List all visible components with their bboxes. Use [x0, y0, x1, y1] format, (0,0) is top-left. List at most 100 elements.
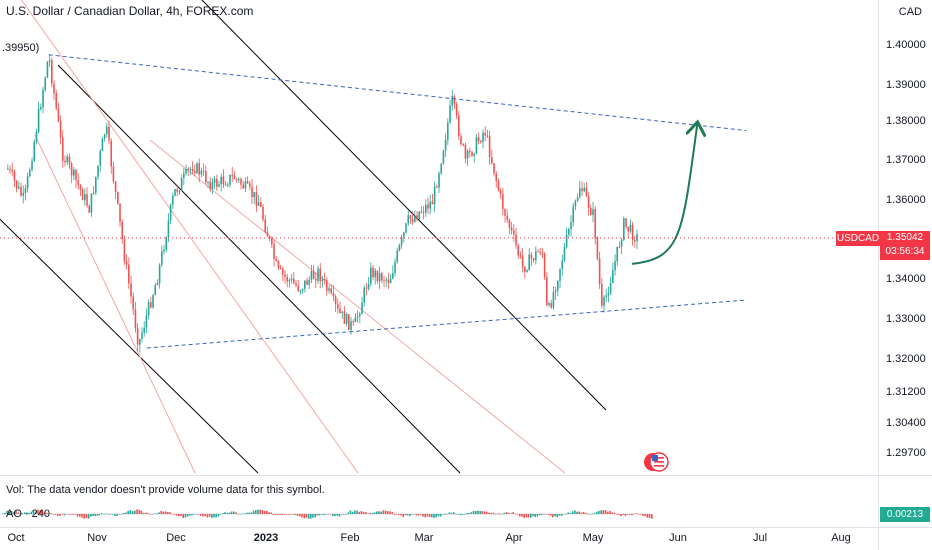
- ao-bar: [349, 510, 352, 514]
- ao-bar: [61, 514, 63, 515]
- ao-bar: [226, 512, 228, 514]
- candle-body: [198, 163, 201, 175]
- ao-bar: [292, 514, 294, 515]
- price-tick-label: 1.29700: [886, 447, 926, 459]
- descending-resistance-line[interactable]: [48, 54, 747, 132]
- ao-bar: [175, 514, 178, 516]
- channel-line-middle[interactable]: [57, 64, 461, 474]
- ao-bar: [343, 514, 345, 515]
- us-canada-flag-icon[interactable]: [643, 452, 669, 472]
- candle-body: [517, 245, 520, 256]
- projected-move-arrow[interactable]: [631, 124, 697, 265]
- ao-bar: [193, 514, 195, 515]
- time-tick-label: Feb: [340, 532, 360, 544]
- ao-bar: [635, 513, 638, 514]
- candle-body: [539, 251, 542, 254]
- ao-indicator-label[interactable]: AO · 240: [6, 508, 51, 520]
- ao-bar: [10, 510, 13, 514]
- candle-body: [114, 181, 117, 192]
- ao-bar: [593, 513, 596, 514]
- ao-bar: [402, 514, 404, 517]
- ao-bar: [237, 513, 239, 515]
- candle-body: [200, 170, 203, 175]
- candle-body: [453, 96, 456, 105]
- candle-body: [400, 236, 403, 245]
- candle-body: [585, 187, 588, 197]
- ao-bar: [497, 513, 499, 514]
- ao-bar: [173, 514, 176, 515]
- candle-body: [35, 131, 38, 142]
- ao-bar: [37, 509, 39, 514]
- candle-body: [363, 287, 366, 303]
- price-tick-label: 1.32000: [886, 353, 926, 365]
- ao-bar: [263, 510, 266, 514]
- ao-bar: [233, 511, 235, 514]
- candle-body: [130, 283, 132, 297]
- candle-body: [156, 283, 159, 286]
- candle-body: [167, 220, 170, 238]
- ao-bar: [96, 514, 99, 516]
- candle-body: [11, 169, 14, 172]
- ao-bar: [591, 513, 594, 515]
- ao-bar: [6, 510, 8, 514]
- ao-bar: [288, 513, 290, 515]
- candle-body: [59, 121, 62, 138]
- candle-body: [196, 163, 198, 174]
- ao-bar: [525, 514, 528, 518]
- ao-bar: [556, 514, 558, 518]
- ao-bar: [186, 514, 189, 517]
- price-tick-label: 1.36000: [886, 194, 926, 206]
- candle-body: [64, 160, 66, 163]
- candle-body: [546, 277, 548, 306]
- candle-body: [103, 134, 106, 139]
- ao-bar: [574, 510, 576, 514]
- candle-body: [418, 211, 421, 220]
- candle-body: [354, 317, 357, 322]
- candle-body: [614, 261, 616, 271]
- ao-bar: [87, 514, 90, 519]
- candle-body: [174, 189, 176, 196]
- channel-line-lower[interactable]: [0, 180, 259, 474]
- ao-bar: [400, 514, 402, 516]
- ao-bar: [604, 510, 607, 514]
- ascending-support-line[interactable]: [146, 299, 747, 349]
- ao-bar: [109, 514, 112, 515]
- candle-body: [213, 178, 216, 183]
- ao-bar: [167, 511, 169, 514]
- candle-body: [141, 332, 143, 339]
- ao-bar: [483, 511, 486, 514]
- ao-bar: [424, 514, 426, 518]
- candle-body: [392, 273, 394, 279]
- candle-body: [125, 261, 128, 265]
- candle-body: [570, 222, 572, 230]
- ao-bar: [329, 514, 332, 515]
- ao-bar: [554, 514, 556, 517]
- candle-body: [13, 171, 16, 181]
- ao-bar: [382, 510, 385, 514]
- candle-body: [158, 264, 161, 284]
- candle-body: [466, 150, 469, 159]
- ao-bar: [459, 514, 462, 516]
- candle-body: [26, 176, 29, 189]
- candle-body: [29, 169, 31, 177]
- candle-body: [95, 177, 97, 193]
- ao-bar: [514, 514, 517, 515]
- ao-bar: [503, 512, 506, 514]
- candle-body: [484, 132, 487, 136]
- candle-body: [493, 163, 495, 174]
- ao-bar: [521, 514, 523, 517]
- ao-bar: [281, 514, 283, 516]
- candle-body: [260, 202, 262, 207]
- candle-body: [475, 137, 478, 154]
- candle-body: [444, 139, 447, 151]
- candle-body: [356, 316, 359, 318]
- ao-bar: [365, 512, 367, 514]
- channel-midline-3: [34, 134, 196, 474]
- candle-body: [194, 171, 196, 174]
- channel-line-upper[interactable]: [200, 0, 607, 411]
- ao-bar: [620, 514, 622, 517]
- candle-body: [407, 215, 410, 224]
- candle-body: [636, 234, 638, 242]
- candle-body: [288, 280, 291, 282]
